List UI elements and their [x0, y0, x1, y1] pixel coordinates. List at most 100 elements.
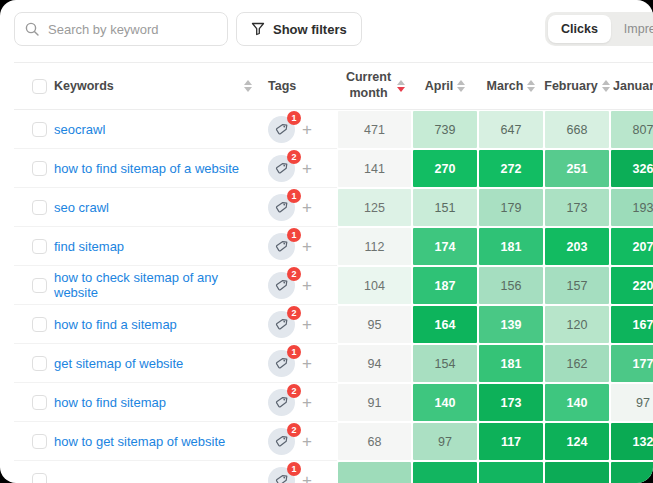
keyword-link[interactable]: how to find sitemap	[54, 395, 166, 410]
search-input-wrapper	[14, 12, 228, 46]
month-value-cell: 154	[413, 345, 477, 382]
table-header-row: Keywords Tags Current month April March …	[14, 62, 653, 110]
tag-chip[interactable]: 2	[268, 155, 295, 182]
add-tag-button[interactable]: +	[302, 316, 312, 333]
row-checkbox[interactable]	[32, 317, 47, 332]
table-row: how to find a sitemap2+95164139120167	[14, 305, 653, 344]
column-header-february[interactable]: February	[544, 79, 610, 93]
app-window: Show filters Clicks Impressions Keywords…	[0, 0, 653, 483]
row-checkbox[interactable]	[32, 434, 47, 449]
tags-cell: 1+	[260, 461, 337, 483]
month-value-cell: 124	[545, 423, 609, 460]
keyword-link[interactable]: how to find sitemap of a website	[54, 161, 239, 176]
current-month-value-cell	[338, 462, 411, 483]
tag-chip[interactable]: 2	[268, 272, 295, 299]
month-value-cell: 270	[413, 150, 477, 187]
table-body: seocrawl1+471739647668807how to find sit…	[14, 110, 653, 483]
row-checkbox-cell	[14, 383, 54, 422]
tag-chip[interactable]: 2	[268, 389, 295, 416]
month-value-cell: 132	[611, 423, 653, 460]
month-value-cell: 120	[545, 306, 609, 343]
tag-count-badge: 2	[287, 423, 301, 437]
tag-chip[interactable]: 1	[268, 194, 295, 221]
add-tag-button[interactable]: +	[302, 121, 312, 138]
keywords-header-label: Keywords	[54, 79, 114, 93]
search-input[interactable]	[46, 21, 217, 38]
add-tag-button[interactable]: +	[302, 199, 312, 216]
sort-icon-current-month-active-desc[interactable]	[397, 80, 405, 92]
keyword-link[interactable]: seocrawl	[54, 122, 105, 137]
tag-controls: 2+	[268, 389, 312, 416]
add-tag-button[interactable]: +	[302, 355, 312, 372]
column-header-current-month[interactable]: Current month	[337, 70, 412, 101]
current-month-value-cell: 471	[338, 111, 411, 148]
row-checkbox[interactable]	[32, 200, 47, 215]
row-checkbox[interactable]	[32, 239, 47, 254]
column-header-january[interactable]: January	[610, 79, 653, 93]
toggle-clicks[interactable]: Clicks	[548, 15, 611, 43]
month-value-cell: 167	[611, 306, 653, 343]
tags-cell: 2+	[260, 149, 337, 188]
tag-chip[interactable]: 1	[268, 233, 295, 260]
row-checkbox[interactable]	[32, 278, 47, 293]
current-month-value-cell: 68	[338, 423, 411, 460]
select-all-cell	[14, 79, 54, 94]
month-value-cell: 193	[611, 189, 653, 226]
select-all-checkbox[interactable]	[32, 79, 47, 94]
tag-chip[interactable]: 2	[268, 311, 295, 338]
toggle-impressions[interactable]: Impressions	[611, 15, 653, 43]
keyword-link[interactable]: seo crawl	[54, 200, 109, 215]
keyword-link[interactable]: how to check sitemap of any website	[54, 270, 252, 300]
add-tag-button[interactable]: +	[302, 160, 312, 177]
current-month-value-cell: 94	[338, 345, 411, 382]
sort-icon-keywords[interactable]	[244, 80, 252, 92]
february-header-label: February	[544, 79, 598, 93]
month-value-cell: 117	[479, 423, 543, 460]
add-tag-button[interactable]: +	[302, 394, 312, 411]
row-checkbox[interactable]	[32, 395, 47, 410]
month-value-cell: 807	[611, 111, 653, 148]
tag-chip[interactable]: 1	[268, 467, 295, 483]
keyword-cell: how to find sitemap of a website	[54, 149, 260, 188]
column-header-march[interactable]: March	[478, 79, 544, 93]
show-filters-label: Show filters	[273, 22, 347, 37]
month-value-cell	[545, 462, 609, 483]
tag-chip[interactable]: 1	[268, 116, 295, 143]
sort-icon-february[interactable]	[602, 80, 610, 92]
sort-icon-april[interactable]	[457, 80, 465, 92]
row-checkbox[interactable]	[32, 161, 47, 176]
row-checkbox[interactable]	[32, 356, 47, 371]
add-tag-button[interactable]: +	[302, 238, 312, 255]
month-value-cell	[611, 462, 653, 483]
sort-icon-march[interactable]	[527, 80, 535, 92]
month-value-cell: 326	[611, 150, 653, 187]
keyword-link[interactable]: get sitemap of website	[54, 356, 183, 371]
month-value-cell	[479, 462, 543, 483]
month-value-cell: 181	[479, 228, 543, 265]
tag-controls: 2+	[268, 428, 312, 455]
column-header-april[interactable]: April	[412, 79, 478, 93]
tags-header-label: Tags	[268, 79, 296, 93]
column-header-keywords[interactable]: Keywords	[54, 79, 260, 93]
keyword-link[interactable]: how to find a sitemap	[54, 317, 177, 332]
keyword-link[interactable]: find sitemap	[54, 239, 124, 254]
row-checkbox[interactable]	[32, 473, 47, 483]
tag-controls: 2+	[268, 311, 312, 338]
keyword-cell: seo crawl	[54, 188, 260, 227]
month-value-cell: 97	[611, 384, 653, 421]
add-tag-button[interactable]: +	[302, 472, 312, 483]
keyword-link[interactable]: how to get sitemap of website	[54, 434, 225, 449]
search-icon	[25, 22, 39, 36]
row-checkbox[interactable]	[32, 122, 47, 137]
month-value-cell: 181	[479, 345, 543, 382]
tag-chip[interactable]: 2	[268, 428, 295, 455]
tag-count-badge: 1	[287, 189, 301, 203]
add-tag-button[interactable]: +	[302, 433, 312, 450]
tag-chip[interactable]: 1	[268, 350, 295, 377]
tag-controls: 1+	[268, 350, 312, 377]
show-filters-button[interactable]: Show filters	[236, 12, 362, 46]
month-value-cell: 179	[479, 189, 543, 226]
add-tag-button[interactable]: +	[302, 277, 312, 294]
tag-controls: 2+	[268, 155, 312, 182]
table-row: how to get sitemap of website2+689711712…	[14, 422, 653, 461]
